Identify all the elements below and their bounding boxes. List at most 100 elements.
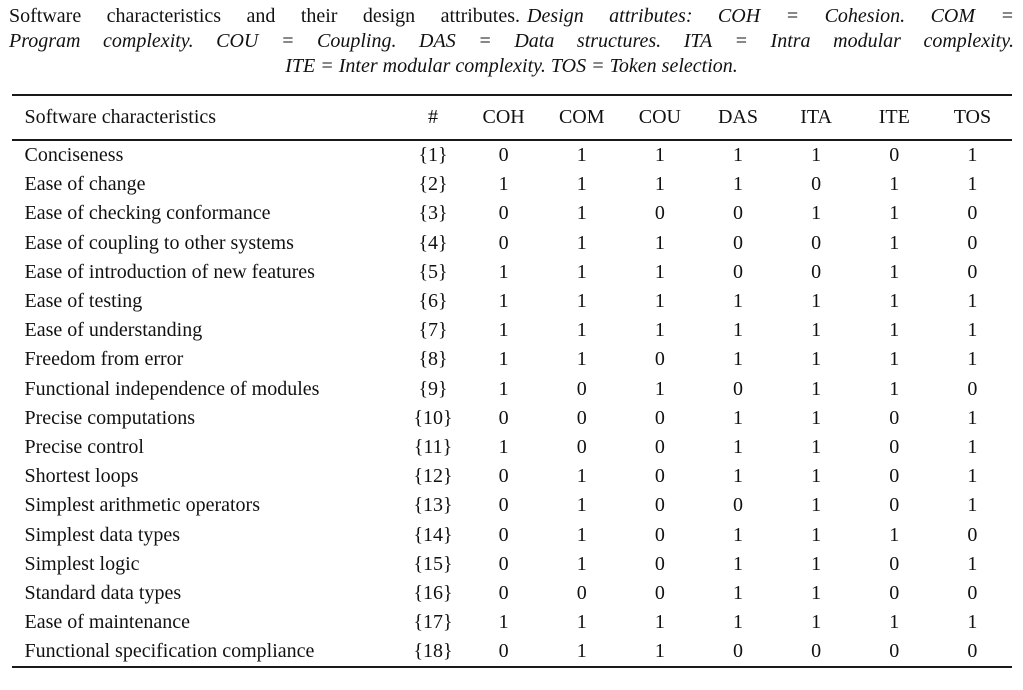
characteristic-cell: Ease of introduction of new features — [24, 260, 315, 283]
value-cell: 1 — [811, 202, 822, 225]
value-cell: 1 — [811, 435, 822, 458]
table-row: Ease of testing {6} 1 1 1 1 1 1 1 — [12, 287, 1012, 316]
value-cell: 1 — [654, 377, 665, 400]
row-number-cell: {15} — [413, 552, 453, 575]
value-cell: 1 — [576, 348, 587, 371]
table-row: Ease of change {2} 1 1 1 1 0 1 1 — [12, 170, 1012, 199]
table-row: Freedom from error {8} 1 1 0 1 1 1 1 — [12, 345, 1012, 374]
value-cell: 1 — [811, 465, 822, 488]
value-cell: 0 — [811, 640, 822, 663]
row-number-cell: {7} — [418, 319, 448, 342]
value-cell: 1 — [654, 144, 665, 167]
value-cell: 1 — [576, 260, 587, 283]
characteristic-cell: Ease of understanding — [24, 319, 203, 342]
value-cell: 1 — [576, 640, 587, 663]
column-header-tos: TOS — [953, 106, 992, 128]
value-cell: 1 — [498, 260, 509, 283]
value-cell: 1 — [889, 611, 900, 634]
characteristic-cell: Shortest loops — [24, 465, 139, 488]
value-cell: 1 — [967, 552, 978, 575]
value-cell: 1 — [498, 435, 509, 458]
row-number-cell: {13} — [413, 494, 453, 517]
value-cell: 0 — [654, 406, 665, 429]
value-cell: 0 — [498, 552, 509, 575]
table-row: Simplest arithmetic operators {13} 0 1 0 0 1 0 1 — [12, 491, 1012, 520]
value-cell: 1 — [889, 523, 900, 546]
value-cell: 0 — [967, 260, 978, 283]
value-cell: 1 — [576, 611, 587, 634]
value-cell: 1 — [811, 319, 822, 342]
characteristic-cell: Ease of coupling to other systems — [24, 231, 294, 254]
table-row: Ease of introduction of new features {5} 1… — [12, 258, 1012, 287]
value-cell: 1 — [967, 348, 978, 371]
value-cell: 1 — [811, 523, 822, 546]
value-cell: 0 — [811, 231, 822, 254]
row-number-cell: {18} — [413, 640, 453, 663]
characteristic-cell: Simplest data types — [24, 523, 181, 546]
value-cell: 1 — [732, 523, 743, 546]
row-number-cell: {5} — [418, 260, 448, 283]
table-row: Standard data types {16} 0 0 0 1 1 0 0 — [12, 579, 1012, 608]
row-number-cell: {17} — [413, 611, 453, 634]
value-cell: 1 — [967, 611, 978, 634]
table-row: Ease of checking conformance {3} 0 1 0 0 1 1 0 — [12, 199, 1012, 228]
row-number-cell: {12} — [413, 465, 453, 488]
value-cell: 1 — [967, 144, 978, 167]
row-number-cell: {1} — [418, 144, 448, 167]
characteristic-cell: Precise control — [24, 435, 144, 458]
value-cell: 0 — [889, 144, 900, 167]
value-cell: 1 — [732, 552, 743, 575]
row-number-cell: {11} — [413, 435, 453, 458]
value-cell: 0 — [889, 435, 900, 458]
row-number-cell: {2} — [418, 173, 448, 196]
value-cell: 1 — [654, 640, 665, 663]
row-number-cell: {9} — [418, 377, 448, 400]
value-cell: 0 — [889, 406, 900, 429]
value-cell: 0 — [732, 377, 743, 400]
value-cell: 1 — [498, 611, 509, 634]
value-cell: 1 — [576, 523, 587, 546]
value-cell: 0 — [498, 640, 509, 663]
value-cell: 1 — [732, 348, 743, 371]
value-cell: 1 — [889, 173, 900, 196]
value-cell: 1 — [967, 319, 978, 342]
characteristic-cell: Standard data types — [24, 581, 182, 604]
value-cell: 1 — [576, 290, 587, 313]
value-cell: 1 — [889, 202, 900, 225]
value-cell: 0 — [811, 173, 822, 196]
characteristic-cell: Precise computations — [24, 406, 196, 429]
value-cell: 1 — [654, 319, 665, 342]
value-cell: 1 — [576, 465, 587, 488]
value-cell: 0 — [498, 231, 509, 254]
value-cell: 0 — [732, 640, 743, 663]
value-cell: 1 — [498, 173, 509, 196]
value-cell: 1 — [732, 611, 743, 634]
column-header-com: COM — [558, 106, 605, 128]
value-cell: 0 — [498, 202, 509, 225]
value-cell: 1 — [811, 552, 822, 575]
value-cell: 0 — [576, 406, 587, 429]
value-cell: 1 — [889, 231, 900, 254]
value-cell: 1 — [811, 144, 822, 167]
value-cell: 1 — [811, 581, 822, 604]
value-cell: 1 — [654, 290, 665, 313]
value-cell: 1 — [732, 144, 743, 167]
value-cell: 0 — [967, 231, 978, 254]
characteristic-cell: Freedom from error — [24, 348, 184, 371]
value-cell: 1 — [498, 348, 509, 371]
value-cell: 1 — [654, 260, 665, 283]
row-number-cell: {8} — [418, 348, 448, 371]
table-caption: Software characteristics and their desig… — [9, 4, 1014, 79]
value-cell: 0 — [654, 465, 665, 488]
value-cell: 0 — [732, 202, 743, 225]
value-cell: 1 — [576, 494, 587, 517]
value-cell: 0 — [889, 581, 900, 604]
value-cell: 0 — [654, 552, 665, 575]
value-cell: 1 — [967, 465, 978, 488]
value-cell: 1 — [732, 319, 743, 342]
value-cell: 1 — [654, 173, 665, 196]
value-cell: 0 — [654, 523, 665, 546]
characteristic-cell: Ease of checking conformance — [24, 202, 271, 225]
value-cell: 1 — [732, 173, 743, 196]
value-cell: 0 — [654, 348, 665, 371]
